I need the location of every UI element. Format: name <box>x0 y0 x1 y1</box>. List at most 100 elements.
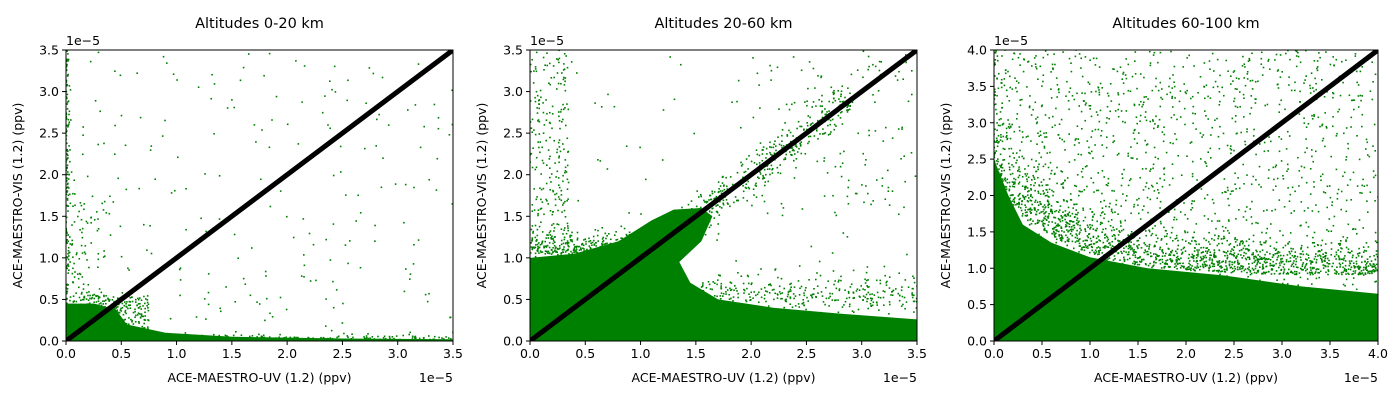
data-point <box>821 105 823 107</box>
data-point <box>1019 280 1021 283</box>
data-point <box>622 256 624 258</box>
data-point <box>868 286 870 288</box>
data-point <box>719 200 721 203</box>
data-point <box>124 144 127 147</box>
data-point <box>93 297 95 300</box>
data-point <box>1024 204 1026 206</box>
data-point <box>1078 245 1081 247</box>
data-point <box>1099 214 1102 217</box>
data-point <box>140 308 142 310</box>
data-point <box>1195 240 1197 243</box>
data-point <box>674 247 677 250</box>
data-point <box>1369 90 1372 92</box>
data-point <box>357 194 359 197</box>
data-point <box>1328 263 1331 265</box>
data-point <box>911 292 913 294</box>
data-point <box>286 123 289 126</box>
data-point <box>105 320 107 322</box>
data-point <box>1033 300 1035 303</box>
data-point <box>232 334 235 337</box>
data-point <box>1060 240 1063 242</box>
data-point <box>534 68 537 70</box>
data-point <box>999 236 1001 238</box>
x-tick-label: 0.0 <box>56 346 76 361</box>
data-point <box>769 283 771 285</box>
y-tick-label: 0.5 <box>39 292 59 307</box>
data-point <box>174 189 176 192</box>
data-point <box>1015 266 1017 268</box>
data-point <box>1104 237 1106 239</box>
data-point <box>1176 118 1178 121</box>
data-point <box>913 277 915 279</box>
data-point <box>262 334 265 337</box>
data-point <box>81 339 83 341</box>
data-point <box>279 296 282 299</box>
data-point <box>146 339 149 341</box>
data-point <box>1102 246 1105 249</box>
data-point <box>131 332 133 334</box>
data-point <box>630 233 632 236</box>
data-point <box>143 295 145 298</box>
data-point <box>1003 169 1005 172</box>
data-point <box>1372 81 1374 83</box>
data-point <box>1175 256 1178 259</box>
data-point <box>134 316 136 318</box>
data-point <box>546 64 549 67</box>
data-point <box>553 76 555 79</box>
data-point <box>67 240 69 243</box>
data-point <box>1240 254 1242 256</box>
data-point <box>1237 262 1239 265</box>
data-point <box>170 333 172 336</box>
data-point <box>1143 101 1145 104</box>
data-point <box>67 331 70 334</box>
data-point <box>402 334 404 337</box>
data-point <box>1082 209 1085 211</box>
data-point <box>623 241 625 244</box>
data-point <box>1366 269 1369 272</box>
data-point <box>543 124 546 126</box>
data-point <box>829 295 831 298</box>
data-point <box>94 333 96 335</box>
data-point <box>633 256 636 258</box>
data-point <box>1018 168 1020 170</box>
data-point <box>548 252 551 254</box>
data-point <box>555 192 558 195</box>
data-point <box>255 141 257 143</box>
data-point <box>800 125 803 128</box>
data-point <box>702 221 705 224</box>
data-point <box>89 297 91 300</box>
data-point <box>106 312 109 315</box>
data-point <box>1216 260 1218 263</box>
data-point <box>1018 202 1020 205</box>
data-point <box>554 198 557 201</box>
data-point <box>1035 213 1038 216</box>
data-point <box>269 339 271 341</box>
data-point <box>1129 257 1131 260</box>
data-point <box>569 238 572 241</box>
data-point <box>758 177 760 180</box>
data-point <box>1221 270 1223 272</box>
data-point <box>1338 258 1341 261</box>
data-point <box>1200 259 1203 261</box>
data-point <box>113 324 116 327</box>
data-point <box>762 175 764 177</box>
y-tick-label: 0.5 <box>503 292 523 307</box>
data-point <box>1236 255 1238 257</box>
data-point <box>847 87 849 89</box>
data-point <box>87 311 89 314</box>
data-point <box>1073 224 1075 227</box>
data-point <box>548 158 551 160</box>
data-point <box>72 306 75 309</box>
data-point <box>96 337 99 340</box>
data-point <box>222 339 224 341</box>
data-point <box>901 128 903 130</box>
data-point <box>68 269 70 271</box>
data-point <box>1059 137 1061 139</box>
data-point <box>1338 273 1340 275</box>
data-point <box>1347 272 1349 275</box>
data-point <box>69 160 71 163</box>
data-point <box>852 291 855 294</box>
data-point <box>672 310 675 313</box>
data-point <box>1341 273 1343 276</box>
data-point <box>66 197 69 200</box>
